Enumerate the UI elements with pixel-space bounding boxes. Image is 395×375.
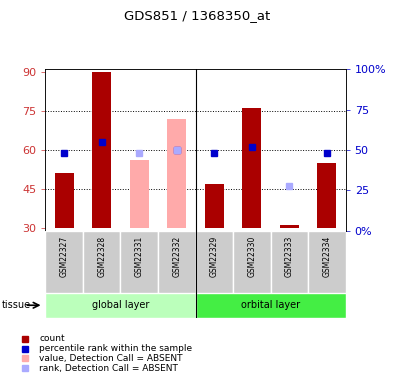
Bar [83, 231, 120, 292]
Text: GSM22332: GSM22332 [172, 236, 181, 277]
Text: GSM22334: GSM22334 [322, 236, 331, 277]
Bar [45, 231, 83, 292]
Bar [167, 119, 186, 228]
Bar [158, 231, 196, 292]
Bar [196, 292, 346, 318]
Text: value, Detection Call = ABSENT: value, Detection Call = ABSENT [40, 354, 183, 363]
Text: rank, Detection Call = ABSENT: rank, Detection Call = ABSENT [40, 364, 178, 373]
Bar [55, 173, 73, 228]
Bar [196, 231, 233, 292]
Bar [271, 231, 308, 292]
Bar [45, 292, 196, 318]
Bar [318, 163, 336, 228]
Bar [120, 231, 158, 292]
Text: tissue: tissue [2, 300, 31, 310]
Text: GSM22328: GSM22328 [97, 236, 106, 277]
Bar [92, 72, 111, 228]
Text: GSM22331: GSM22331 [135, 236, 144, 277]
Bar [205, 184, 224, 228]
Text: percentile rank within the sample: percentile rank within the sample [40, 344, 192, 353]
Bar [130, 160, 149, 228]
Bar [233, 231, 271, 292]
Bar [280, 225, 299, 228]
Text: count: count [40, 334, 65, 343]
Bar [308, 231, 346, 292]
Text: global layer: global layer [92, 300, 149, 310]
Text: orbital layer: orbital layer [241, 300, 300, 310]
Text: GSM22329: GSM22329 [210, 236, 219, 277]
Text: GDS851 / 1368350_at: GDS851 / 1368350_at [124, 9, 271, 22]
Text: GSM22327: GSM22327 [60, 236, 69, 277]
Text: GSM22330: GSM22330 [247, 236, 256, 277]
Text: GSM22333: GSM22333 [285, 236, 294, 277]
Bar [243, 108, 261, 228]
